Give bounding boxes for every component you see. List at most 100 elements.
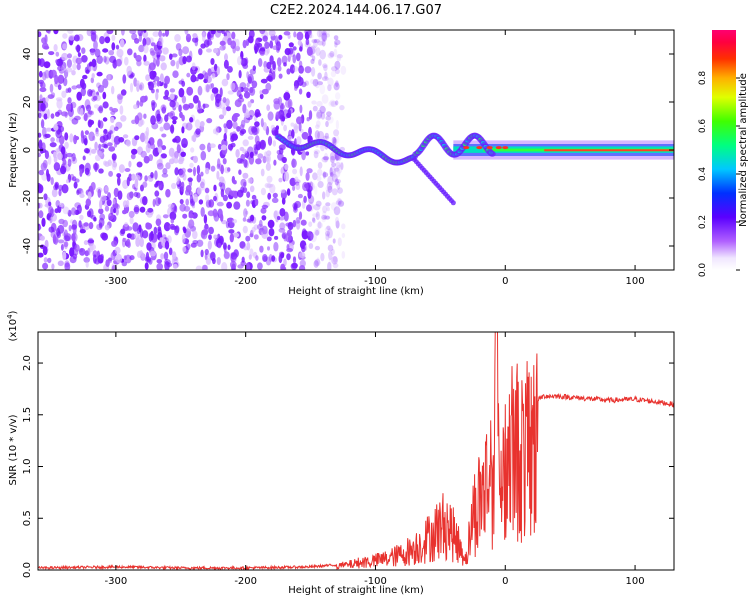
noise-cell [245, 262, 251, 270]
noise-cell [40, 102, 46, 112]
signal-hot-cell [486, 146, 493, 150]
noise-cell [257, 223, 264, 231]
noise-cell [286, 188, 291, 196]
noise-cell [98, 208, 104, 215]
noise-cell [335, 92, 341, 100]
noise-cell [62, 77, 68, 87]
noise-cell [98, 143, 102, 150]
noise-cell [94, 141, 98, 151]
noise-cell [83, 240, 89, 246]
snr-y-ticks: 0.0 0.5 1.0 1.5 2.0 [22, 355, 674, 578]
noise-cell [223, 123, 227, 129]
noise-cell [218, 163, 223, 172]
noise-cell [104, 205, 110, 212]
snr-y-tick-label: 2.0 [22, 355, 33, 371]
noise-cell [252, 65, 256, 71]
noise-cell [161, 133, 167, 138]
noise-cell [246, 218, 252, 223]
noise-cell [317, 161, 323, 169]
noise-cell [214, 125, 220, 136]
noise-cell [278, 73, 283, 79]
noise-cell [164, 240, 170, 250]
noise-cell [331, 171, 337, 178]
noise-cell [249, 86, 256, 96]
noise-cell [118, 164, 125, 173]
noise-cell [82, 155, 86, 161]
signal-cell [488, 150, 496, 157]
noise-cell [38, 132, 42, 138]
noise-cell [273, 159, 277, 166]
noise-cell [298, 252, 306, 259]
noise-cell [310, 232, 317, 243]
noise-cell [134, 38, 140, 44]
noise-cell [57, 74, 65, 85]
noise-cell [185, 55, 192, 63]
noise-cell [109, 130, 113, 135]
noise-cell [282, 109, 290, 119]
noise-cell [71, 219, 78, 230]
noise-cell [238, 94, 243, 100]
noise-cell [192, 134, 197, 143]
noise-cell [311, 66, 316, 77]
noise-cell [203, 78, 208, 84]
noise-cell [162, 32, 166, 37]
noise-cell [329, 151, 337, 161]
noise-cell [187, 177, 193, 182]
noise-cell [306, 46, 313, 56]
noise-cell [311, 39, 318, 44]
noise-cell [321, 32, 328, 42]
noise-cell [157, 40, 162, 46]
noise-cell [188, 219, 195, 229]
noise-cell [157, 138, 163, 149]
noise-cell [163, 122, 171, 131]
spectrogram-y-tick-label: -40 [22, 238, 33, 254]
noise-cell [226, 73, 230, 81]
noise-cell [312, 217, 316, 224]
noise-cell [280, 263, 286, 270]
noise-cell [91, 148, 97, 154]
noise-cell [67, 158, 72, 167]
noise-cell [265, 156, 270, 162]
noise-cell [159, 126, 164, 132]
noise-cell [43, 113, 48, 120]
noise-cell [197, 100, 201, 109]
noise-cell [196, 239, 204, 247]
snr-frame [37, 331, 675, 571]
noise-cell [62, 251, 67, 261]
noise-cell [319, 105, 326, 114]
noise-cell [317, 72, 322, 80]
noise-cell [326, 225, 331, 231]
noise-cell [209, 143, 216, 148]
noise-cell [145, 74, 151, 82]
noise-cell [322, 210, 327, 217]
noise-cell [48, 226, 55, 233]
noise-cell [315, 47, 321, 57]
noise-cell [230, 252, 238, 260]
noise-cell [307, 189, 312, 200]
noise-cell [115, 207, 119, 216]
spectrogram-noise-cells [38, 30, 347, 270]
noise-cell [83, 222, 89, 227]
noise-cell [170, 218, 175, 224]
noise-cell [318, 30, 323, 37]
noise-cell [331, 256, 338, 265]
noise-cell [69, 133, 74, 143]
noise-cell [160, 253, 165, 260]
noise-cell [110, 116, 115, 123]
noise-cell [87, 239, 95, 244]
noise-cell [222, 242, 227, 250]
noise-cell [187, 168, 193, 173]
noise-cell [301, 150, 306, 161]
noise-cell [152, 70, 157, 78]
noise-cell [99, 213, 106, 221]
noise-cell [227, 244, 231, 251]
noise-cell [83, 147, 90, 154]
noise-cell [316, 257, 320, 266]
noise-cell [330, 202, 337, 211]
noise-cell [182, 226, 186, 232]
noise-cell [279, 222, 286, 230]
noise-cell [49, 142, 57, 148]
noise-cell [245, 210, 249, 215]
noise-cell [200, 178, 206, 188]
noise-cell [163, 95, 169, 100]
